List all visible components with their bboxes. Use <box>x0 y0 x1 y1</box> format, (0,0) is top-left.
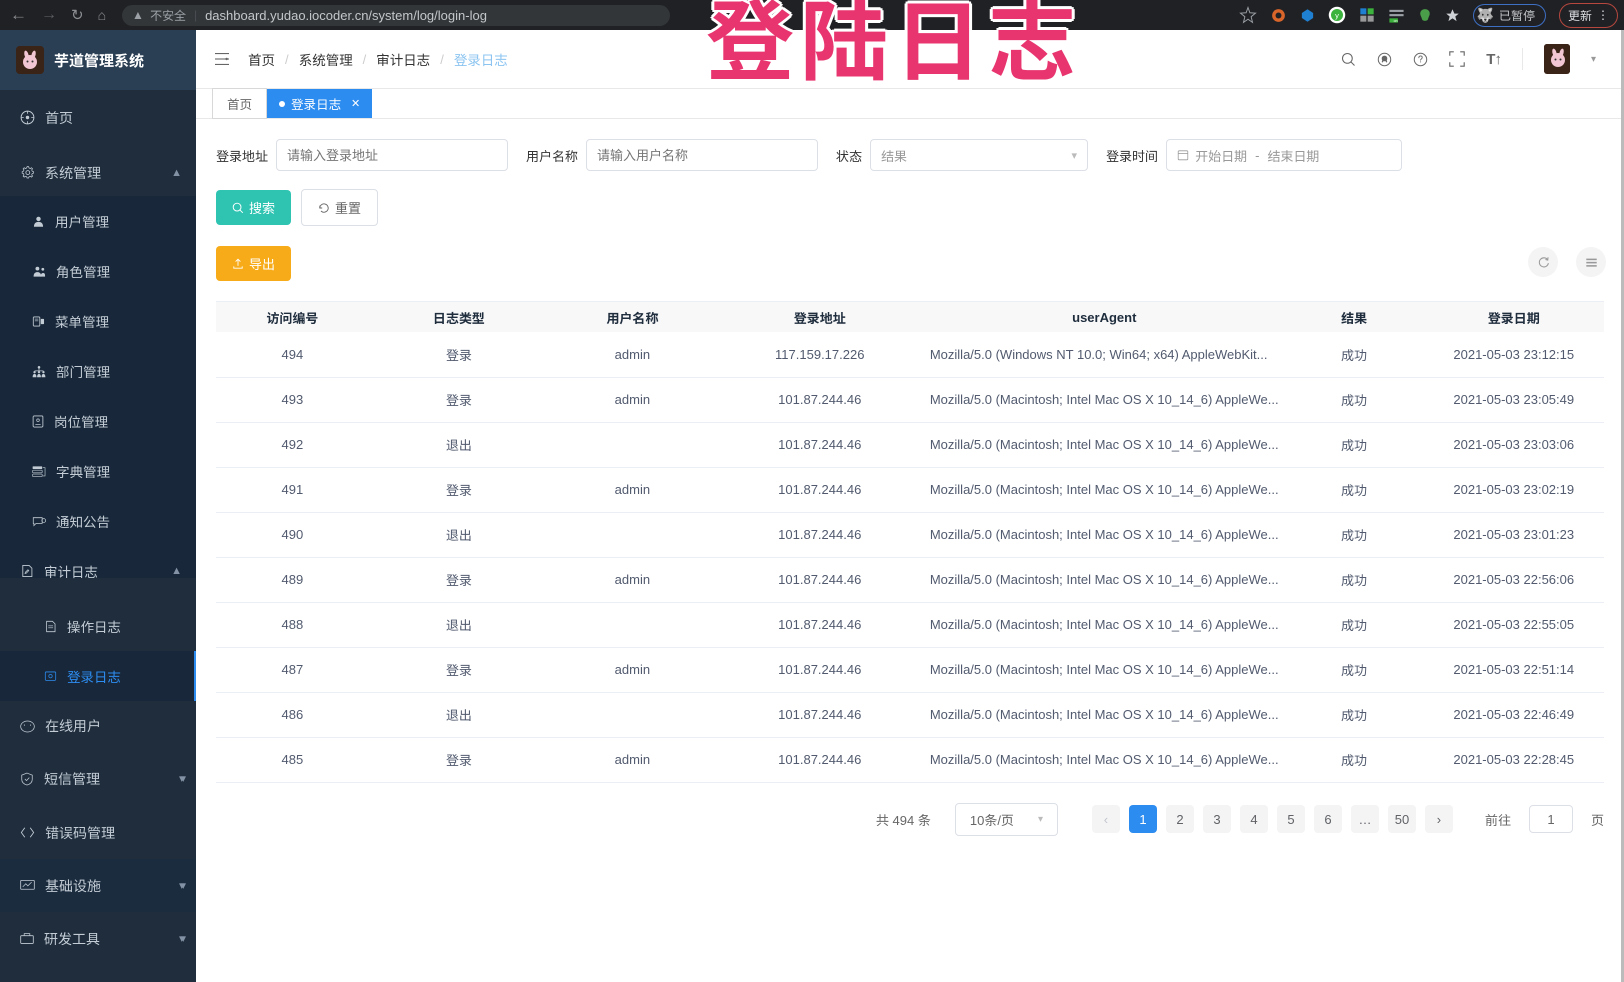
svg-text:y: y <box>1335 11 1339 20</box>
svg-text:on: on <box>1393 18 1397 22</box>
